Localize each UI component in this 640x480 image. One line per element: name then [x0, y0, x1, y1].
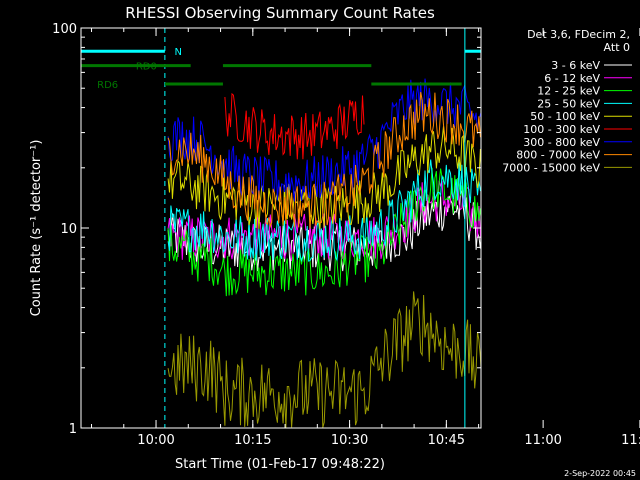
series-6-line — [224, 92, 365, 160]
legend-header-line2: Att 0 — [604, 41, 630, 54]
legend-label-1: 3 - 6 keV — [551, 59, 600, 72]
legend-label-7: 300 - 800 keV — [523, 136, 600, 149]
series-8-group — [167, 92, 481, 229]
legend-label-5: 50 - 100 keV — [530, 110, 600, 123]
legend-label-3: 12 - 25 keV — [537, 85, 600, 98]
x-tick-label-2: 10:15 — [234, 433, 271, 448]
series-9-line — [167, 291, 481, 428]
y-axis-label: Count Rate (s⁻¹ detector⁻¹) — [29, 140, 44, 317]
series-4-line — [167, 159, 481, 263]
bar-label-rd6: RD6 — [97, 80, 118, 91]
legend-label-6: 100 - 300 keV — [523, 123, 600, 136]
legend-header-line1: Det 3,6, FDecim 2, — [527, 28, 630, 41]
y-tick-label-2: 10 — [60, 222, 77, 237]
legend-label-9: 7000 - 15000 keV — [502, 161, 600, 174]
series-2-group — [167, 180, 481, 262]
series-6-group — [224, 92, 365, 160]
series-1-group — [167, 189, 481, 272]
x-tick-label-3: 10:30 — [331, 433, 368, 448]
footer-date: 2-Sep-2022 00:45 — [564, 469, 636, 478]
x-axis-label: Start Time (01-Feb-17 09:48:22) — [175, 457, 385, 472]
series-3-group — [167, 167, 481, 297]
plot-clip-group — [81, 28, 481, 428]
x-tick-label-4: 10:45 — [428, 433, 465, 448]
series-8-line — [167, 92, 481, 229]
legend-label-8: 800 - 7000 keV — [516, 149, 600, 162]
legend-label-4: 25 - 50 keV — [537, 97, 600, 110]
x-tick-label-1: 10:00 — [137, 433, 174, 448]
series-2-line — [167, 180, 481, 262]
chart-title: RHESSI Observing Summary Count Rates — [125, 4, 435, 22]
y-tick-label-1: 1 — [69, 422, 77, 437]
x-tick-label-6: 11:15 — [621, 433, 640, 448]
series-1-line — [167, 189, 481, 272]
bar-label-n: N — [175, 47, 182, 58]
series-9-group — [167, 291, 481, 428]
y-tick-label-3: 100 — [52, 22, 77, 37]
axes: 10:00 10:15 10:30 10:45 11:00 11:15 1 10 100 — [52, 22, 640, 448]
bar-label-rd0: RD0 — [136, 62, 157, 73]
plot-area: N RD0 RD6 — [81, 28, 481, 428]
series-4-group — [167, 159, 481, 263]
x-tick-label-5: 11:00 — [524, 433, 561, 448]
series-3-line — [167, 167, 481, 297]
legend-label-2: 6 - 12 keV — [544, 72, 600, 85]
